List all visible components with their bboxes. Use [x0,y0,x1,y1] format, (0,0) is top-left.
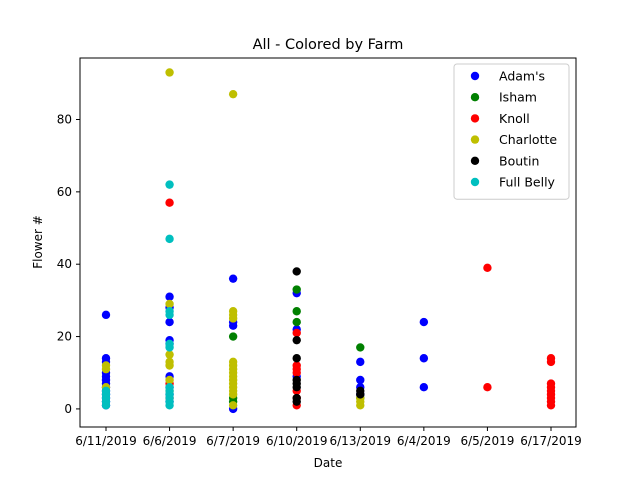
point-1-0 [228,332,238,341]
point-3-1 [101,364,111,374]
legend-label-3: Charlotte [499,132,557,147]
point-0-13 [165,292,174,301]
point-2-11 [483,383,492,392]
legend: Adam's Isham Knoll Charlotte Boutin Full Bell… [453,63,570,200]
point-0-35 [419,383,429,392]
point-2-3 [292,328,301,338]
point-4-5 [292,383,301,392]
x-tick-label-3: 6/10/2019 [266,434,328,448]
y-tick-label-0: 0 [64,402,72,416]
x-tick-label-5: 6/4/2019 [397,434,451,448]
point-4-0 [292,267,301,276]
point-3-8 [165,375,174,385]
x-tick-label-6: 6/5/2019 [460,434,514,448]
point-0-34 [419,354,429,363]
x-tick-label-0: 6/11/2019 [75,434,137,448]
point-4-2 [292,354,301,363]
y-tick-label-1: 20 [57,330,72,344]
point-5-16 [165,401,174,410]
point-5-4 [101,401,111,410]
legend-marker-0 [470,71,480,81]
point-2-0 [165,198,174,207]
point-1-3 [292,285,301,294]
legend-label-2: Knoll [499,111,530,126]
point-4-9 [356,390,365,399]
point-5-6 [165,234,174,244]
legend-label-5: Full Belly [499,175,556,190]
point-2-13 [546,357,556,367]
point-0-22 [228,274,238,283]
legend-label-0: Adam's [499,69,545,84]
legend-marker-3 [470,135,480,144]
point-0-15 [165,317,174,327]
point-0-30 [356,375,365,385]
legend-marker-2 [470,114,480,123]
legend-box [453,63,570,200]
point-4-1 [292,335,301,345]
plot-frame [79,57,577,428]
point-0-24 [228,321,238,330]
point-1-6 [356,343,365,352]
point-5-5 [165,180,174,189]
y-tick-label-3: 60 [57,185,72,199]
x-tick-label-1: 6/6/2019 [143,434,197,448]
legend-label-1: Isham [499,90,537,105]
point-3-5 [165,350,174,359]
x-axis: 6/11/2019 6/6/2019 6/7/2019 6/10/2019 6/13/2… [75,427,582,448]
point-2-10 [483,263,492,273]
x-tick-label-2: 6/7/2019 [206,434,260,448]
x-tick-label-7: 6/17/2019 [520,434,582,448]
point-3-27 [356,401,365,410]
point-3-10 [228,89,238,99]
point-5-10 [165,343,174,352]
point-2-20 [546,401,556,410]
legend-marker-5 [470,177,480,187]
y-axis-label: Flower # [31,215,45,269]
y-tick-label-2: 40 [57,257,72,271]
point-3-3 [165,68,174,77]
legend-marker-4 [470,156,480,165]
legend-marker-1 [470,93,480,102]
point-3-7 [165,361,174,370]
point-3-24 [228,401,238,410]
point-0-0 [101,310,111,320]
point-3-13 [228,314,238,323]
x-axis-label: Date [314,456,343,470]
point-1-5 [292,317,301,327]
chart-title: All - Colored by Farm [253,37,404,53]
legend-label-4: Boutin [499,153,539,168]
point-2-6 [292,368,301,377]
y-tick-label-4: 80 [57,113,72,127]
point-0-33 [419,317,429,327]
point-5-8 [165,310,174,320]
point-3-23 [228,390,238,399]
point-3-4 [165,299,174,309]
point-4-7 [292,397,301,406]
point-0-29 [356,357,365,367]
point-1-4 [292,307,301,316]
y-axis: 0 20 40 60 80 [57,113,80,416]
x-tick-label-4: 6/13/2019 [330,434,392,448]
points-layer [101,68,556,414]
